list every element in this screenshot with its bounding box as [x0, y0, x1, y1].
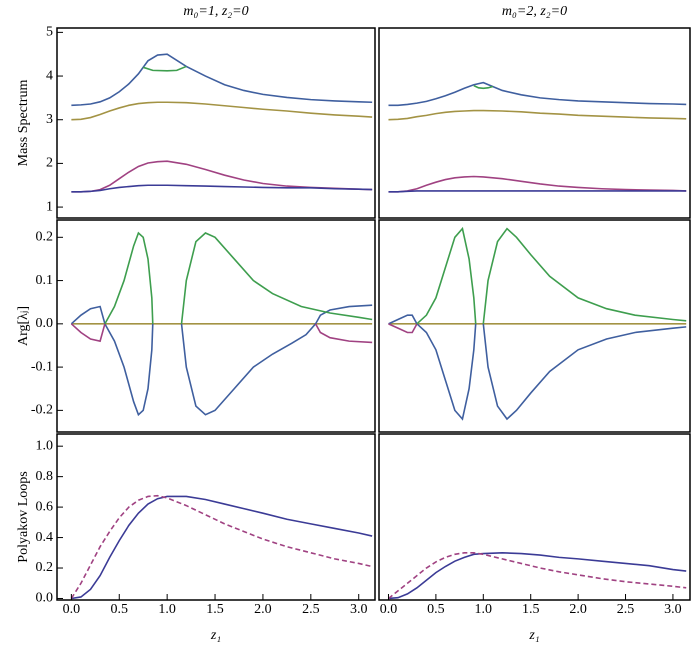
series-line — [388, 175, 687, 193]
y-tick-label: 1.0 — [36, 438, 54, 453]
series-line — [388, 190, 687, 193]
series-line — [142, 65, 187, 72]
x-axis-label: z₁ — [528, 628, 539, 643]
x-tick-label: 0.5 — [427, 602, 445, 617]
panel-frame — [378, 433, 691, 601]
series-line — [71, 160, 373, 193]
series-line — [71, 184, 373, 193]
series-line — [387, 551, 687, 600]
y-tick-label: 1 — [46, 199, 53, 214]
panel-frame — [56, 219, 376, 433]
panel-frame — [378, 27, 691, 219]
x-tick-label: 1.5 — [206, 602, 224, 617]
y-tick-label: 0.8 — [36, 469, 54, 484]
y-tick-label: 0.2 — [36, 560, 54, 575]
x-tick-label: 0.0 — [63, 602, 81, 617]
series-line — [71, 495, 373, 600]
y-axis-label: Mass Spectrum — [16, 80, 31, 167]
y-tick-label: -0.2 — [31, 403, 53, 418]
y-tick-label: 0.6 — [36, 499, 54, 514]
x-tick-label: 1.5 — [522, 602, 540, 617]
x-tick-label: 0.0 — [380, 602, 398, 617]
series-line — [70, 494, 373, 599]
x-axis-label: z₁ — [210, 628, 221, 643]
series-line — [388, 109, 687, 121]
series-line — [71, 53, 373, 107]
series-line — [388, 314, 687, 421]
panel-title: m₀=2, z₂=0 — [502, 4, 567, 19]
series-line — [70, 304, 373, 417]
y-axis-label: Arg[λⱼ] — [16, 306, 31, 346]
y-tick-label: 0.1 — [36, 273, 54, 288]
y-tick-label: 2 — [46, 156, 53, 171]
y-tick-label: 0.2 — [36, 230, 54, 245]
series-line — [388, 81, 687, 107]
y-tick-label: 4 — [46, 68, 53, 83]
series-line — [388, 551, 687, 600]
panel-frame — [56, 27, 376, 219]
y-tick-label: 0.0 — [36, 591, 54, 606]
x-tick-label: 3.0 — [664, 602, 682, 617]
x-tick-label: 2.0 — [569, 602, 587, 617]
x-tick-label: 1.0 — [475, 602, 493, 617]
series-line — [416, 226, 687, 325]
y-tick-label: 3 — [46, 112, 53, 127]
x-tick-label: 0.5 — [111, 602, 129, 617]
series-line — [71, 101, 373, 121]
x-tick-label: 2.5 — [302, 602, 320, 617]
y-tick-label: 5 — [46, 25, 53, 40]
series-line — [70, 323, 373, 344]
y-tick-label: -0.1 — [31, 359, 53, 374]
y-axis-label: Polyakov Loops — [16, 471, 31, 562]
panel-frame — [56, 433, 376, 601]
panel-title: m₀=1, z₂=0 — [183, 4, 248, 19]
series-line — [104, 231, 373, 325]
panel-frame — [378, 219, 691, 433]
series-line — [473, 84, 493, 90]
x-tick-label: 1.0 — [158, 602, 176, 617]
y-tick-label: 0.0 — [36, 316, 54, 331]
y-tick-label: 0.4 — [36, 530, 54, 545]
x-tick-label: 2.0 — [254, 602, 272, 617]
x-tick-label: 2.5 — [617, 602, 635, 617]
x-tick-label: 3.0 — [350, 602, 368, 617]
series-line — [388, 323, 418, 334]
